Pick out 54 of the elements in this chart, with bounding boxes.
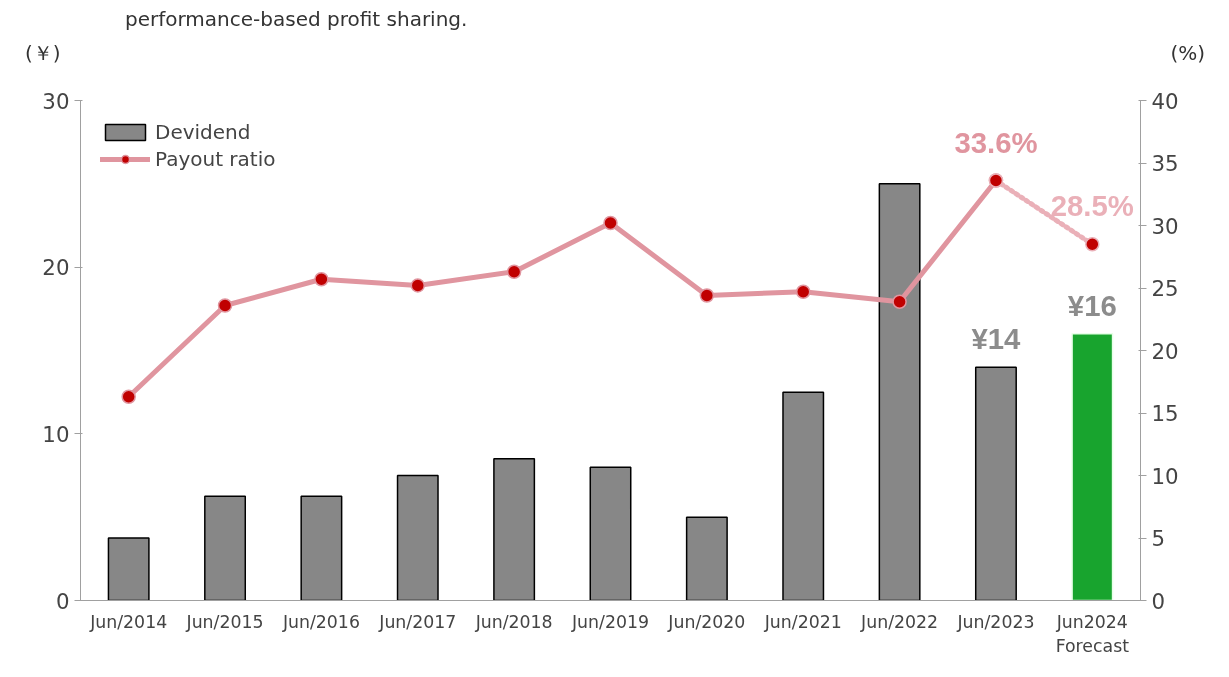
y2-tick-label: 15 <box>1151 401 1179 426</box>
y-tick-label: 30 <box>42 88 70 114</box>
y-tick-label: 20 <box>42 255 70 281</box>
x-tick-label: Jun/2020 <box>667 611 746 632</box>
bar <box>396 474 439 601</box>
point <box>1085 237 1100 252</box>
y2-tick-label: 5 <box>1151 526 1166 551</box>
y-axis-title: (￥) <box>24 40 61 67</box>
x-tick-label: Jun/2016 <box>281 611 360 632</box>
text: performance-based profit sharing. <box>125 6 468 33</box>
y2-tick-label: 40 <box>1151 88 1179 114</box>
point <box>795 284 811 299</box>
bar <box>974 366 1017 601</box>
y2-tick-label: 10 <box>1151 463 1179 489</box>
x-tick-label: Jun/2021 <box>763 611 842 632</box>
bar <box>107 537 150 601</box>
bar <box>589 466 632 601</box>
y2-tick-label: 30 <box>1151 213 1179 239</box>
bar <box>300 495 343 601</box>
x-tick-label: Jun2024 Forecast <box>1055 611 1130 656</box>
y2-tick-label: 25 <box>1151 276 1179 301</box>
point <box>410 278 426 293</box>
y2-tick-label: 20 <box>1151 338 1179 364</box>
data-label: ¥16 <box>1067 288 1117 322</box>
bar <box>493 458 536 601</box>
point <box>603 215 618 231</box>
x-tick-label: Jun/2018 <box>474 611 553 632</box>
x-tick-label: Jun/2019 <box>570 611 650 632</box>
point <box>121 389 136 404</box>
bar <box>1071 333 1114 601</box>
point <box>217 298 233 313</box>
x-tick-label: Jun/2015 <box>185 611 264 632</box>
point <box>699 288 715 303</box>
data-label: 33.6% <box>954 125 1038 159</box>
bar <box>782 391 825 601</box>
x-tick-label: Jun/2014 <box>89 611 168 632</box>
y2-axis-title: (%) <box>1170 40 1205 67</box>
point <box>892 294 907 309</box>
bar <box>878 183 921 601</box>
bar <box>685 516 728 601</box>
legend-label: Payout ratio <box>155 147 276 171</box>
bar <box>204 495 247 601</box>
y-tick-label: 10 <box>42 421 70 447</box>
y2-tick-label: 0 <box>1151 588 1166 614</box>
point <box>506 264 522 279</box>
x-tick-label: Jun/2022 <box>860 611 939 632</box>
y-tick-label: 0 <box>55 588 70 614</box>
legend-label: Devidend <box>155 120 251 144</box>
data-label: ¥14 <box>971 322 1022 356</box>
x-tick-label: Jun/2017 <box>378 611 457 632</box>
data-label: 28.5% <box>1050 189 1134 223</box>
point <box>314 272 329 287</box>
y2-tick-label: 35 <box>1151 151 1179 176</box>
x-tick-label: Jun/2023 <box>956 611 1035 632</box>
